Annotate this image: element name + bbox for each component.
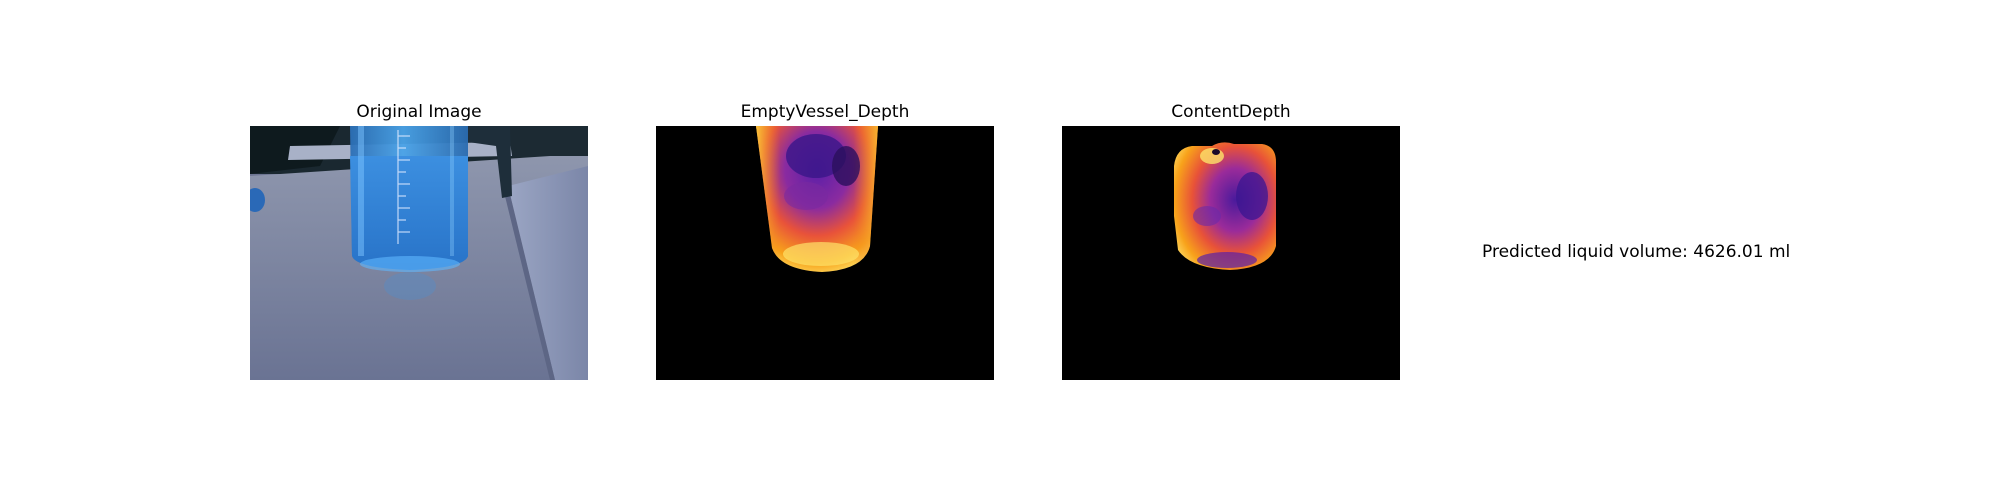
original-photo [250, 126, 588, 380]
content-depth-map [1062, 126, 1400, 380]
original-image-title: Original Image [356, 102, 482, 122]
empty-vessel-depth-panel [656, 126, 994, 380]
content-depth-panel [1062, 126, 1400, 380]
original-image-panel [250, 126, 588, 380]
empty-vessel-depth-map [656, 126, 994, 380]
content-depth-title: ContentDepth [1171, 102, 1291, 122]
predicted-volume-text: Predicted liquid volume: 4626.01 ml [1482, 242, 1791, 262]
empty-vessel-depth-title: EmptyVessel_Depth [740, 102, 910, 122]
